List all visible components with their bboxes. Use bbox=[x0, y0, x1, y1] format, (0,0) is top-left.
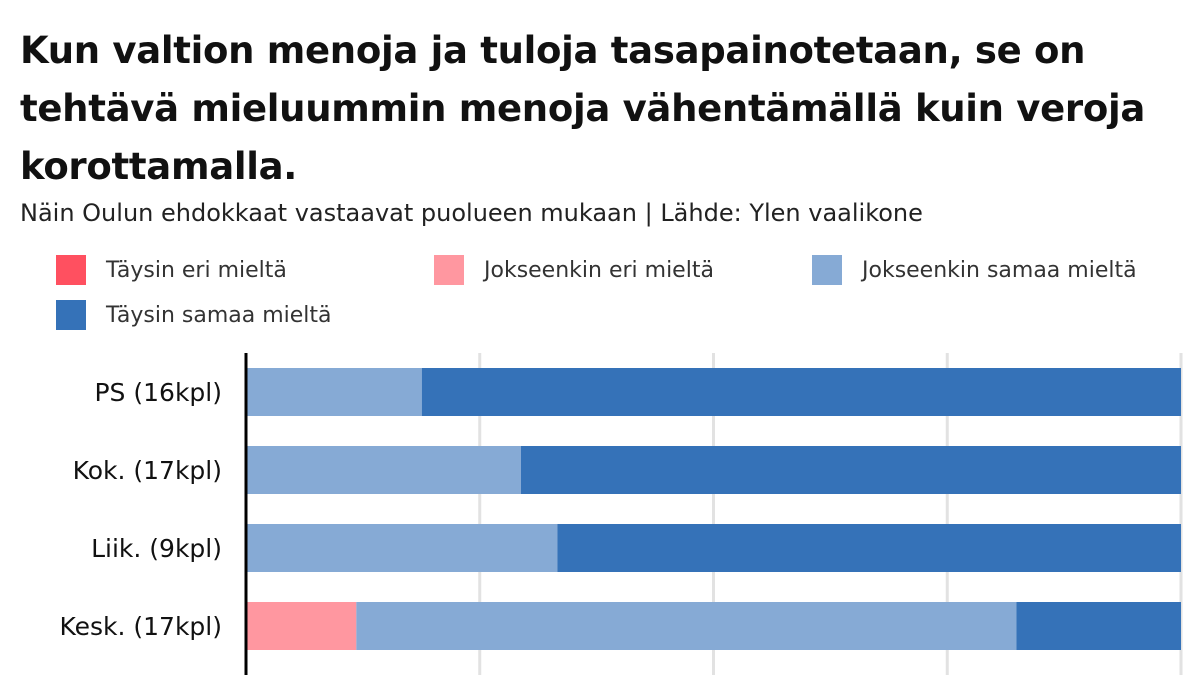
chart-subtitle: Näin Oulun ehdokkaat vastaavat puolueen … bbox=[20, 199, 923, 227]
legend-swatch bbox=[434, 255, 464, 285]
legend-item-taysin-samaa: Täysin samaa mieltä bbox=[56, 299, 332, 331]
category-label: Liik. (9kpl) bbox=[91, 534, 222, 563]
bar-segment bbox=[246, 602, 357, 650]
stacked-bar-chart: PS (16kpl) Kok. (17kpl) Liik. (9kpl) Kesk. … bbox=[59, 353, 1183, 675]
legend-item-jokseenkin-samaa: Jokseenkin samaa mieltä bbox=[812, 254, 1137, 286]
legend-item-jokseenkin-eri: Jokseenkin eri mieltä bbox=[434, 254, 714, 286]
bar-segment bbox=[557, 524, 1181, 572]
bar-segment bbox=[246, 446, 521, 494]
bar-segment bbox=[246, 368, 422, 416]
chart-title: Kun valtion menoja ja tuloja tasapainote… bbox=[20, 29, 1146, 188]
legend-label: Täysin eri mieltä bbox=[106, 257, 287, 283]
legend-swatch bbox=[56, 255, 86, 285]
bar-segment bbox=[520, 446, 1181, 494]
bar-segment bbox=[421, 368, 1181, 416]
bar-segment bbox=[246, 524, 558, 572]
legend-label: Täysin samaa mieltä bbox=[106, 302, 332, 328]
legend-swatch bbox=[56, 300, 86, 330]
category-label: Kok. (17kpl) bbox=[73, 456, 222, 485]
legend-item-taysin-eri: Täysin eri mieltä bbox=[56, 254, 287, 286]
bar-segment bbox=[1016, 602, 1181, 650]
bar-segment bbox=[356, 602, 1017, 650]
category-label: Kesk. (17kpl) bbox=[59, 612, 222, 641]
legend-label: Jokseenkin samaa mieltä bbox=[862, 257, 1137, 283]
category-label: PS (16kpl) bbox=[94, 378, 222, 407]
legend-swatch bbox=[812, 255, 842, 285]
legend-label: Jokseenkin eri mieltä bbox=[484, 257, 714, 283]
